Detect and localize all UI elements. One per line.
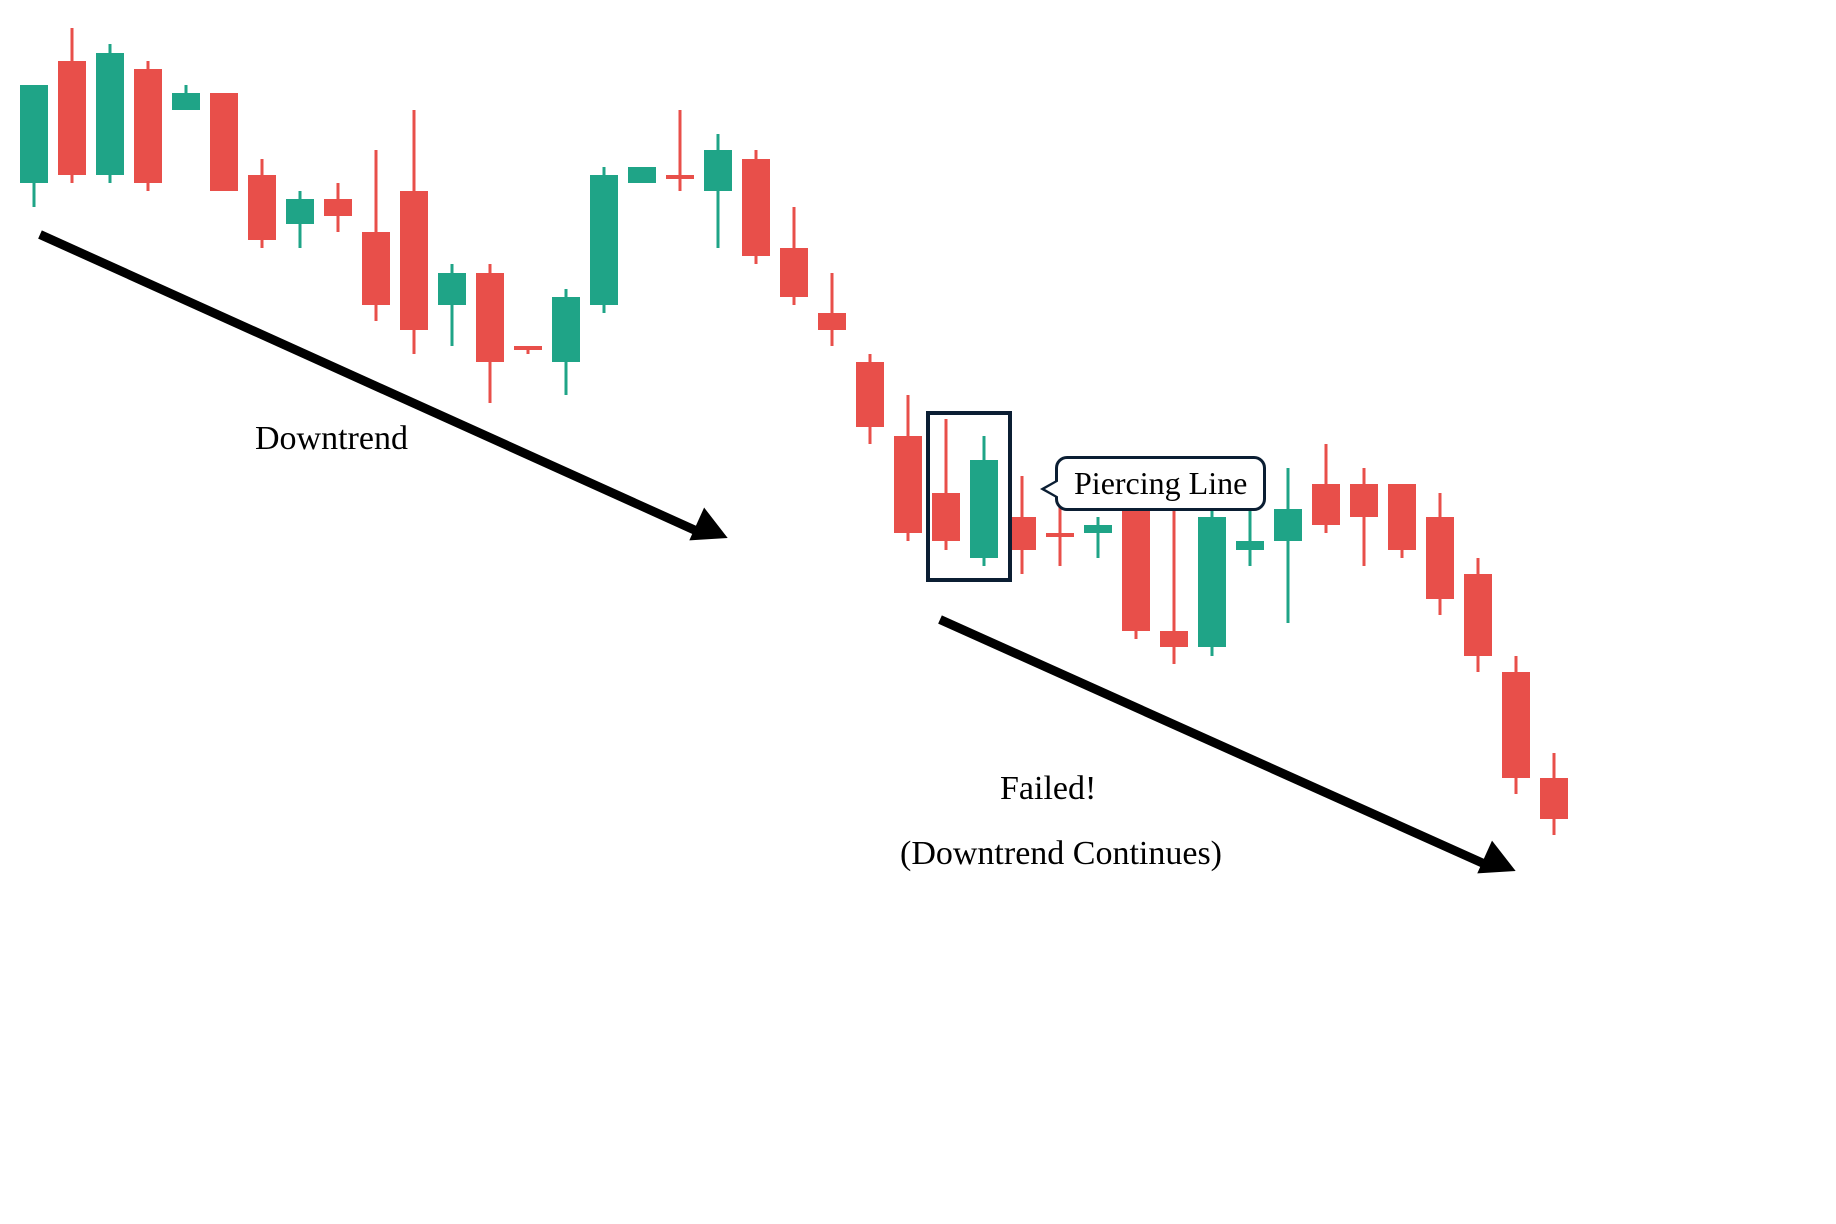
candle: [1046, 0, 1074, 1224]
candle: [1350, 0, 1378, 1224]
candle: [514, 0, 542, 1224]
candle: [400, 0, 428, 1224]
candle: [1274, 0, 1302, 1224]
candle: [172, 0, 200, 1224]
candle: [932, 0, 960, 1224]
candle: [1312, 0, 1340, 1224]
piercing-line-highlight: [926, 411, 1012, 582]
candle: [58, 0, 86, 1224]
failed-label: Failed!: [1000, 770, 1096, 808]
candle: [476, 0, 504, 1224]
candle: [1008, 0, 1036, 1224]
continues-label: (Downtrend Continues): [900, 835, 1222, 873]
candle: [1236, 0, 1264, 1224]
candle: [856, 0, 884, 1224]
candle: [248, 0, 276, 1224]
candle: [286, 0, 314, 1224]
candle: [1388, 0, 1416, 1224]
candle: [324, 0, 352, 1224]
candle: [20, 0, 48, 1224]
candle: [1464, 0, 1492, 1224]
candle: [1122, 0, 1150, 1224]
candle: [362, 0, 390, 1224]
candle: [1540, 0, 1568, 1224]
candle: [590, 0, 618, 1224]
candle: [818, 0, 846, 1224]
candle: [1198, 0, 1226, 1224]
candle: [134, 0, 162, 1224]
candle: [742, 0, 770, 1224]
piercing-label: Piercing Line: [1055, 456, 1266, 511]
candle: [210, 0, 238, 1224]
candle: [780, 0, 808, 1224]
candle: [1426, 0, 1454, 1224]
candle: [666, 0, 694, 1224]
candle: [1160, 0, 1188, 1224]
candle: [970, 0, 998, 1224]
candle: [552, 0, 580, 1224]
candle: [1502, 0, 1530, 1224]
candlestick-chart: Downtrend Piercing Line Failed! (Downtrend …: [0, 0, 1836, 1224]
candle: [894, 0, 922, 1224]
candle: [704, 0, 732, 1224]
candle: [96, 0, 124, 1224]
candle: [1084, 0, 1112, 1224]
candle: [628, 0, 656, 1224]
downtrend-label: Downtrend: [255, 420, 408, 458]
candle: [438, 0, 466, 1224]
